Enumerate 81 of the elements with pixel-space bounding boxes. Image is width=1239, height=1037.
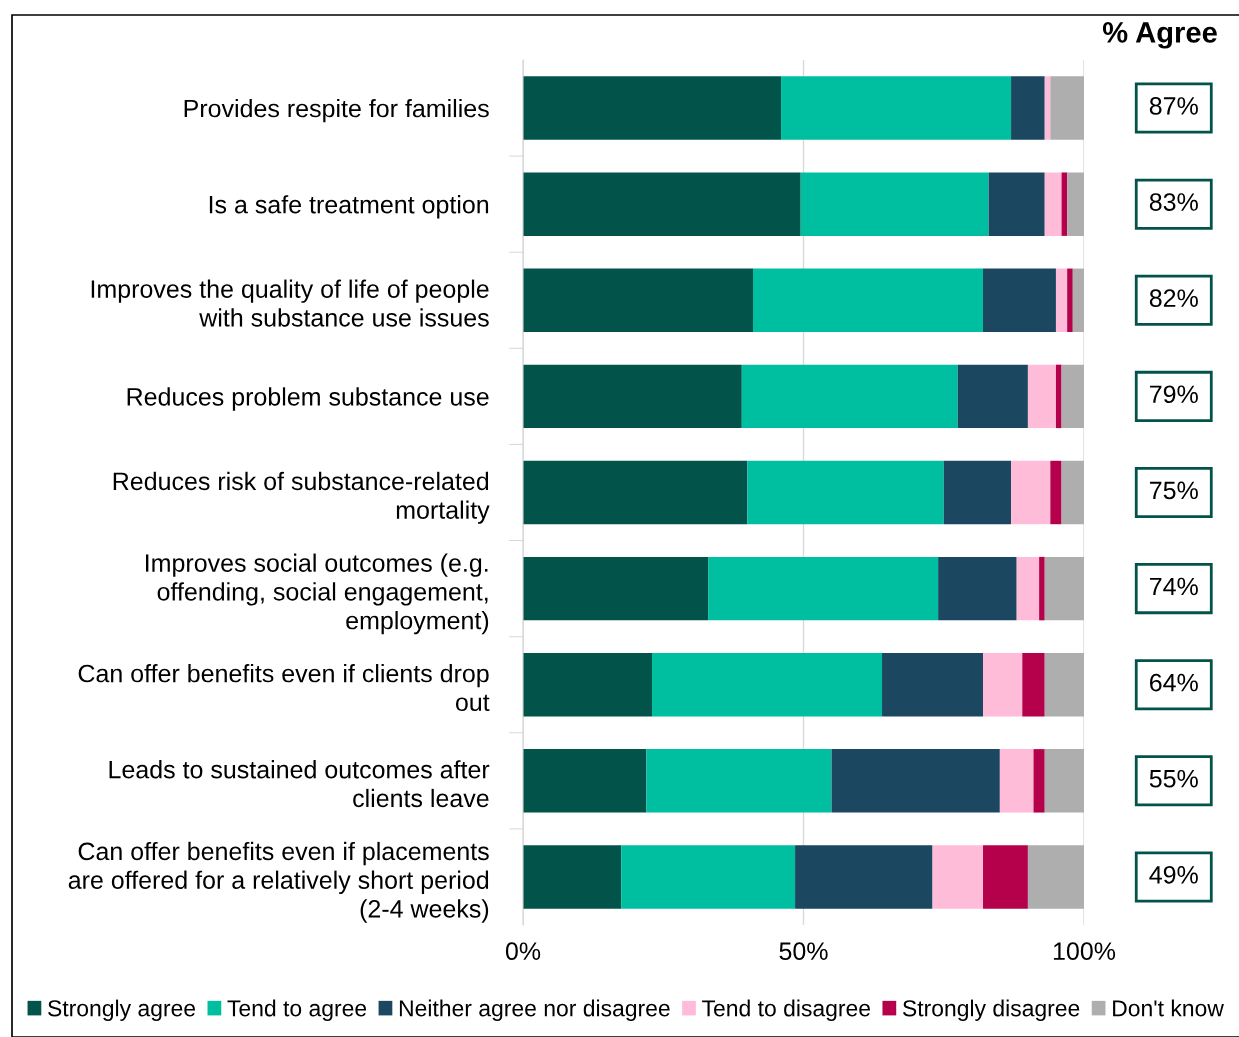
y-tick-label: Is a safe treatment option: [209, 195, 489, 219]
bar: [983, 653, 1023, 717]
bar: [747, 460, 944, 525]
x-tick-label: 50%: [779, 942, 828, 961]
bar: [1067, 172, 1084, 236]
y-tick-label: Reduces problem substance use: [127, 387, 489, 411]
bar: [1027, 845, 1084, 909]
x-tick-label: 100%: [1053, 942, 1116, 961]
bar: [999, 749, 1034, 813]
bar: [983, 268, 1056, 332]
bar: [1044, 749, 1084, 813]
legend-label: Don't know: [1113, 999, 1224, 1017]
text: 74%: [1150, 577, 1198, 596]
bar: [781, 76, 1012, 140]
y-tick-label: Provides respite for families: [184, 99, 489, 123]
x-tick-label: 0%: [505, 942, 541, 961]
bar: [800, 172, 989, 236]
text: 87%: [1149, 97, 1198, 115]
text: 75%: [1150, 481, 1198, 500]
bar: [1050, 460, 1062, 525]
text: 49%: [1149, 865, 1198, 884]
text: 79%: [1150, 385, 1198, 404]
bar: [1061, 172, 1068, 236]
bar: [646, 749, 832, 813]
bar: [988, 172, 1045, 236]
bar: [1044, 172, 1062, 236]
bar: [1072, 268, 1084, 332]
bar: [795, 845, 933, 909]
y-tick-label: Improves the quality of life of people with substance use issues: [91, 279, 489, 327]
text: 83%: [1149, 193, 1198, 211]
bar: [1011, 76, 1045, 140]
bar: [1011, 460, 1051, 525]
bar: [1055, 364, 1062, 429]
bar: [957, 364, 1028, 429]
bar: [1055, 268, 1068, 332]
bar: [1016, 556, 1040, 621]
bar: [1044, 556, 1084, 621]
bar: [1044, 76, 1051, 140]
text: 55%: [1149, 769, 1198, 788]
bar: [652, 653, 883, 717]
bar: [523, 460, 748, 525]
bar: [932, 845, 984, 909]
bar: [523, 364, 742, 429]
bar: [983, 845, 1028, 909]
legend-label: Neither agree nor disagree: [399, 999, 670, 1021]
bar: [1022, 653, 1045, 717]
y-tick-label: Reduces risk of substance-related mortality: [113, 471, 490, 524]
bar: [523, 76, 782, 140]
y-tick-label: Leads to sustained outcomes after clients leave: [109, 760, 490, 808]
bar: [523, 653, 653, 717]
bar: [523, 749, 647, 813]
bar: [523, 556, 709, 621]
legend-label: Tend to disagree: [702, 999, 870, 1021]
bar: [943, 460, 1012, 525]
y-tick-label: Can offer benefits even if placements are offered for a relatively short period (2-4 weeks): [68, 841, 489, 923]
text: 82%: [1149, 289, 1198, 307]
legend-label: Strongly agree: [48, 999, 196, 1021]
y-tick-label: Improves social outcomes (e.g. offending, social engagement, employment): [146, 553, 489, 635]
bar: [1044, 653, 1084, 717]
text: % Agree: [1102, 22, 1217, 49]
bar: [1039, 556, 1045, 621]
bar: [753, 268, 984, 332]
bar: [882, 653, 984, 717]
bar: [1061, 460, 1084, 525]
bar: [523, 845, 622, 909]
bar: [1033, 749, 1045, 813]
bar: [621, 845, 796, 909]
legend-label: Tend to agree: [227, 999, 367, 1021]
bar: [938, 556, 1017, 621]
bar: [708, 556, 939, 621]
text: 64%: [1150, 673, 1198, 692]
bar: [523, 172, 801, 236]
bar: [831, 749, 1000, 813]
bar: [1050, 76, 1084, 140]
bar: [741, 364, 958, 429]
bar: [523, 268, 754, 332]
bar: [1061, 364, 1084, 429]
bar: [1027, 364, 1056, 429]
y-tick-label: Can offer benefits even if clients drop out: [78, 664, 490, 712]
bar: [1067, 268, 1073, 332]
legend-label: Strongly disagree: [902, 999, 1080, 1021]
